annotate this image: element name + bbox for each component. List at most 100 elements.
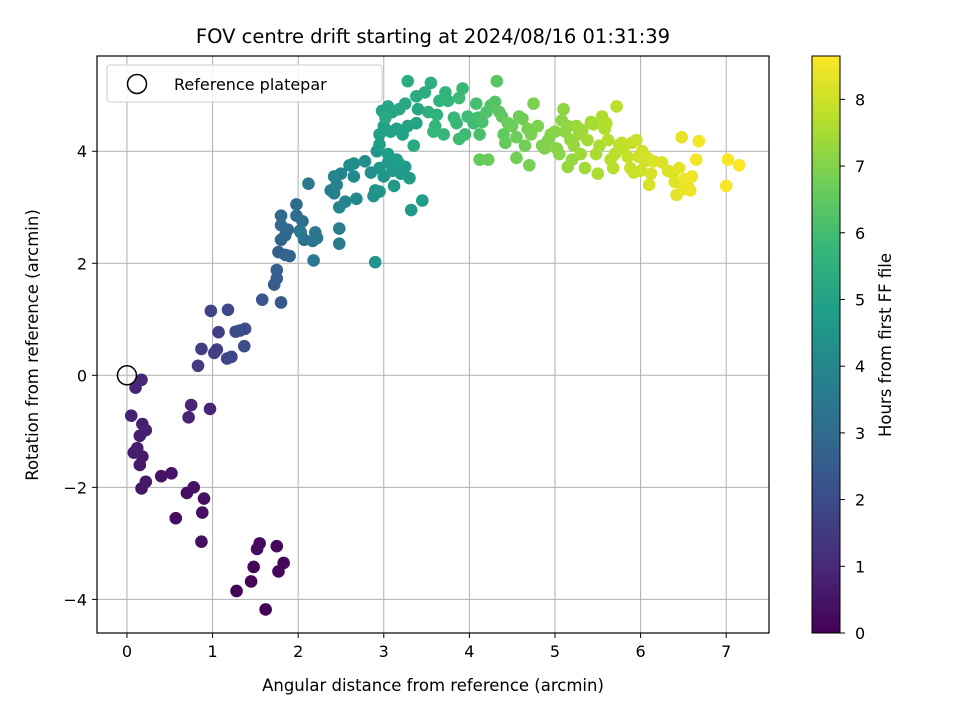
data-point (165, 467, 178, 480)
legend: Reference platepar (106, 64, 383, 103)
plot-frame (96, 55, 770, 634)
data-point (552, 147, 566, 161)
data-point (244, 575, 258, 588)
data-point (204, 304, 218, 318)
data-point (270, 539, 284, 553)
data-point (469, 97, 483, 110)
data-point (516, 112, 529, 126)
data-point (247, 560, 260, 574)
colorbar-ticks: 0 1 2 3 4 5 6 7 8 (840, 90, 865, 643)
data-point (274, 296, 288, 309)
colorbar-tick-label: 3 (855, 424, 865, 443)
data-point (255, 293, 269, 306)
data-point (473, 128, 486, 141)
x-tick-label: 5 (550, 642, 560, 661)
data-point (411, 102, 425, 116)
y-tick-label: 4 (77, 142, 87, 161)
data-point (350, 192, 363, 206)
data-point (630, 133, 643, 147)
data-point (527, 97, 540, 110)
data-point (139, 475, 153, 489)
data-point (557, 102, 570, 116)
data-point (347, 157, 361, 170)
data-point (403, 171, 416, 185)
data-point (191, 359, 205, 373)
data-point (531, 119, 545, 133)
data-point (259, 603, 272, 616)
data-point (481, 153, 495, 166)
data-point (581, 133, 594, 147)
y-tick-label: 0 (77, 366, 87, 385)
x-tick-label: 6 (635, 642, 645, 661)
data-point (510, 130, 523, 144)
data-point (450, 116, 463, 130)
y-tick-label: 2 (77, 254, 87, 273)
colorbar-tick-label: 6 (855, 224, 865, 243)
data-point (296, 214, 309, 228)
data-point (225, 350, 238, 364)
data-point (587, 118, 600, 131)
data-point (347, 170, 361, 183)
data-point (675, 130, 688, 144)
data-point (672, 161, 686, 175)
data-point (270, 263, 284, 277)
data-point (332, 222, 346, 235)
data-point (410, 116, 423, 130)
chart-title: FOV centre drift starting at 2024/08/16 … (196, 25, 670, 48)
y-tick-label: −2 (63, 478, 87, 497)
data-point (430, 108, 444, 122)
data-point (338, 195, 352, 208)
data-point (238, 322, 252, 336)
data-point (195, 506, 209, 519)
data-point (154, 469, 168, 483)
data-point (689, 153, 703, 166)
data-point (685, 170, 699, 183)
colorbar-title: Hours from first FF file (876, 253, 895, 437)
colorbar-tick-label: 5 (855, 290, 865, 309)
x-tick-label: 1 (207, 642, 217, 661)
data-point (415, 194, 429, 207)
data-point (668, 175, 682, 189)
data-point (398, 97, 412, 110)
data-point (591, 167, 605, 180)
data-point (642, 178, 656, 192)
data-point (250, 542, 264, 556)
data-point (387, 179, 401, 193)
data-point (548, 125, 562, 138)
data-points (116, 74, 746, 616)
data-point (195, 342, 208, 356)
data-point (437, 128, 451, 141)
data-point (307, 254, 320, 267)
data-point (524, 128, 538, 141)
data-point (277, 556, 290, 570)
data-point (578, 161, 592, 175)
data-point (221, 303, 235, 317)
data-point (127, 446, 141, 459)
data-point (427, 125, 440, 138)
data-point (621, 150, 635, 164)
colorbar-tick-label: 8 (855, 90, 865, 109)
data-point (197, 492, 211, 505)
data-point (135, 373, 148, 387)
data-point (600, 116, 613, 130)
data-point (576, 123, 589, 137)
data-point (274, 209, 288, 222)
data-point (488, 95, 502, 109)
data-point (373, 138, 386, 151)
data-point (310, 231, 324, 245)
data-point (475, 115, 489, 129)
data-point (634, 164, 647, 178)
legend-box (106, 64, 383, 103)
data-point (373, 185, 386, 198)
data-point (441, 94, 455, 108)
data-point (182, 411, 195, 424)
data-point (401, 74, 415, 88)
data-point (230, 584, 243, 598)
legend-reference-label: Reference platepar (174, 75, 327, 94)
data-point (456, 82, 469, 95)
data-point (452, 132, 466, 146)
data-point (606, 161, 620, 175)
y-tick-label: −4 (63, 590, 87, 609)
axis-ticks: 0 1 2 3 4 5 6 7 −4 −2 0 2 4 (63, 142, 731, 661)
